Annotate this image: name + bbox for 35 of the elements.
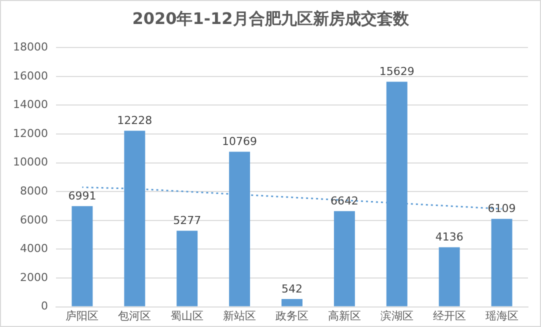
x-tick-label: 庐阳区 (66, 309, 99, 322)
data-label: 10769 (222, 135, 258, 148)
y-tick-label: 12000 (12, 126, 48, 140)
x-tick-label: 新站区 (223, 309, 256, 322)
x-tick-label: 高新区 (328, 309, 361, 322)
x-tick-label: 政务区 (275, 309, 308, 322)
bar (438, 247, 460, 306)
data-label: 15629 (379, 65, 414, 78)
data-label: 6109 (488, 202, 516, 216)
y-tick-label: 4000 (20, 242, 48, 256)
data-label: 4136 (435, 230, 464, 244)
x-tick-label: 经开区 (432, 309, 466, 322)
y-tick-label: 10000 (12, 156, 48, 169)
x-tick-label: 滨湖区 (380, 309, 414, 322)
bar (491, 218, 512, 306)
y-tick-label: 6000 (20, 213, 48, 226)
data-label: 5277 (173, 214, 202, 228)
y-tick-label: 2000 (20, 270, 48, 284)
y-tick-label: 8000 (20, 184, 48, 198)
x-tick-label: 蜀山区 (170, 309, 204, 322)
y-tick-label: 16000 (12, 69, 48, 82)
bar (334, 211, 355, 306)
chart-title: 2020年1-12月合肥九区新房成交套数 (131, 8, 410, 30)
data-label: 6642 (330, 194, 358, 208)
y-tick-label: 0 (40, 300, 48, 313)
data-label: 12228 (117, 114, 152, 128)
y-tick-label: 14000 (12, 98, 48, 112)
x-tick-label: 包河区 (118, 309, 152, 322)
y-tick-label: 18000 (12, 40, 48, 54)
bar (72, 206, 93, 306)
bar (282, 298, 302, 306)
x-tick-label: 瑶海区 (485, 309, 518, 322)
data-label: 6991 (68, 189, 96, 202)
bar (176, 230, 198, 306)
data-label: 542 (281, 282, 302, 296)
